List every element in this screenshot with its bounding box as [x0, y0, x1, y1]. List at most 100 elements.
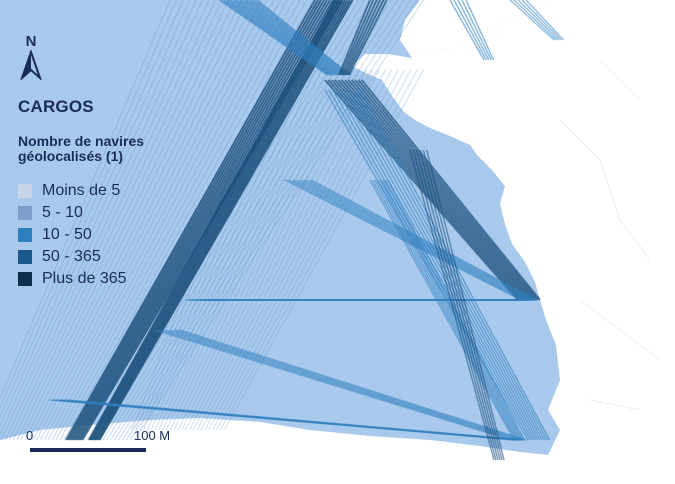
route-line	[422, 149, 503, 461]
route-line	[226, 0, 333, 76]
route-line	[164, 329, 518, 441]
route-line	[70, 0, 325, 441]
route-line	[98, 0, 366, 441]
legend-label: Plus de 365	[42, 270, 127, 287]
route-line	[97, 0, 351, 441]
route-line	[239, 0, 341, 76]
route-line	[65, 0, 316, 441]
scale-bar-line	[30, 448, 146, 452]
legend-item: 10 - 50	[18, 224, 127, 246]
legend-label: 10 - 50	[42, 226, 92, 243]
route-line	[229, 0, 335, 76]
route-line	[242, 0, 343, 76]
route-line	[374, 179, 518, 441]
scale-start-label: 0	[26, 428, 34, 443]
scale-end-label: 100 M	[134, 428, 171, 443]
route-line	[340, 0, 375, 76]
route-line	[72, 0, 328, 441]
route-line	[1, 0, 203, 441]
route-line	[525, 0, 565, 41]
route-line	[154, 329, 512, 441]
route-line	[344, 89, 541, 441]
land-france	[352, 0, 675, 484]
map-title: CARGOS	[18, 97, 94, 116]
route-line	[0, 0, 197, 436]
route-line	[249, 0, 347, 76]
route-line	[166, 69, 329, 431]
route-line	[0, 0, 184, 419]
route-line	[20, 0, 236, 441]
route-line	[189, 69, 367, 431]
route-line	[381, 179, 523, 441]
route-line	[177, 69, 348, 431]
legend-swatch	[18, 272, 32, 286]
route-line	[379, 179, 521, 441]
legend-item: Plus de 365	[18, 268, 127, 290]
route-line	[179, 329, 527, 441]
legend-item: Moins de 5	[18, 180, 127, 202]
land-north-coast	[400, 0, 548, 58]
shipping-routes	[0, 0, 565, 461]
route-line	[4, 0, 210, 441]
north-arrow: N	[18, 34, 44, 85]
route-line	[40, 0, 268, 441]
route-line	[419, 149, 501, 461]
route-line	[118, 0, 398, 441]
route-line	[12, 0, 223, 441]
route-line	[181, 69, 354, 431]
route-line	[51, 0, 288, 441]
route-line	[415, 149, 499, 461]
route-line	[162, 69, 322, 431]
route-line	[222, 0, 331, 76]
route-line	[256, 0, 351, 76]
route-line	[129, 0, 418, 441]
route-line	[521, 0, 562, 41]
route-line	[36, 0, 262, 441]
route-line	[0, 0, 171, 400]
route-line	[95, 0, 349, 441]
route-line	[154, 69, 309, 431]
route-line	[348, 89, 544, 441]
legend-subtitle: Nombre de navires géolocalisés (1)	[18, 133, 145, 164]
route-line	[169, 329, 521, 441]
route-line	[0, 0, 177, 409]
route-line	[88, 0, 336, 441]
route-line	[32, 0, 255, 441]
route-line	[74, 0, 331, 441]
route-line	[337, 79, 527, 301]
route-line	[59, 0, 301, 441]
route-line	[133, 0, 424, 441]
route-line	[185, 69, 361, 431]
route-line	[509, 0, 555, 41]
scale-bar: 0 100 M	[26, 428, 186, 458]
route-line	[47, 0, 281, 441]
route-line	[357, 79, 539, 301]
north-label: N	[25, 33, 37, 50]
route-line	[24, 0, 242, 441]
route-line	[307, 179, 535, 301]
route-line	[68, 0, 322, 441]
north-arrow-icon	[19, 48, 43, 82]
route-line	[66, 0, 319, 441]
route-line	[517, 0, 560, 41]
route-line	[334, 79, 525, 301]
route-line	[310, 179, 538, 301]
legend-label: 50 - 365	[42, 248, 101, 265]
route-line	[292, 179, 526, 301]
route-line	[200, 69, 386, 431]
route-line	[28, 0, 249, 441]
route-line	[303, 179, 533, 301]
route-line	[340, 89, 539, 441]
route-line	[461, 0, 492, 61]
route-line	[352, 89, 546, 441]
route-line	[457, 0, 490, 61]
route-line	[16, 0, 229, 441]
route-line	[465, 0, 495, 61]
route-line	[125, 0, 411, 441]
route-line	[66, 399, 525, 441]
legend-item: 50 - 365	[18, 246, 127, 268]
route-line	[350, 79, 535, 301]
route-line	[89, 0, 339, 441]
